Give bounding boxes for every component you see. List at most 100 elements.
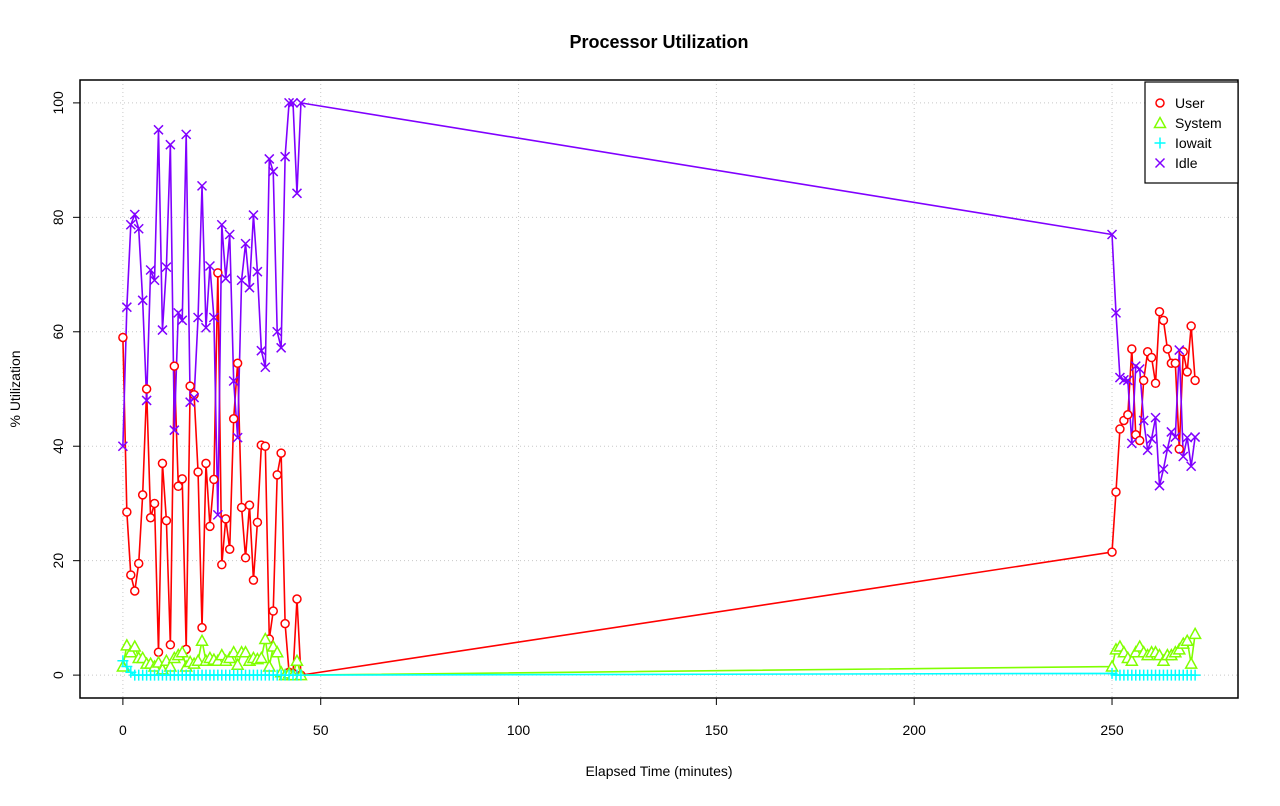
point bbox=[201, 458, 211, 469]
point bbox=[230, 657, 245, 671]
point bbox=[236, 502, 247, 513]
point bbox=[161, 515, 172, 526]
point bbox=[191, 653, 205, 667]
point bbox=[228, 414, 239, 424]
y-axis-label: % Utilization bbox=[7, 350, 23, 427]
point bbox=[1150, 378, 1161, 389]
point bbox=[175, 645, 190, 658]
point bbox=[193, 312, 204, 323]
point bbox=[169, 361, 180, 371]
point bbox=[276, 448, 286, 458]
point bbox=[264, 153, 275, 164]
legend-marker bbox=[1154, 137, 1166, 149]
point bbox=[1134, 363, 1145, 375]
point bbox=[1115, 424, 1125, 434]
point bbox=[276, 342, 287, 353]
point bbox=[141, 395, 152, 406]
point bbox=[1170, 358, 1181, 368]
point bbox=[1146, 352, 1157, 363]
point bbox=[1150, 412, 1161, 423]
point bbox=[221, 514, 231, 524]
point bbox=[1125, 653, 1139, 667]
x-tick-label: 250 bbox=[1100, 722, 1124, 738]
point bbox=[137, 295, 148, 306]
point bbox=[1178, 347, 1188, 357]
point bbox=[1134, 435, 1145, 446]
point bbox=[117, 655, 129, 667]
point bbox=[195, 633, 209, 647]
point bbox=[248, 210, 259, 221]
point bbox=[268, 606, 278, 616]
y-tick-label: 40 bbox=[50, 438, 66, 454]
point bbox=[121, 661, 133, 673]
chart-title: Processor Utilization bbox=[569, 32, 748, 52]
point bbox=[133, 223, 144, 234]
point bbox=[126, 570, 136, 580]
point bbox=[1146, 433, 1157, 444]
point bbox=[1126, 438, 1137, 449]
point bbox=[287, 97, 299, 108]
point bbox=[252, 266, 263, 277]
point bbox=[216, 219, 227, 230]
point bbox=[268, 166, 279, 177]
point bbox=[1107, 547, 1117, 557]
point bbox=[272, 470, 282, 480]
point bbox=[173, 481, 184, 492]
x-tick-label: 0 bbox=[119, 722, 127, 738]
point bbox=[173, 307, 184, 318]
point bbox=[137, 490, 148, 500]
point bbox=[1170, 432, 1181, 443]
point bbox=[238, 645, 253, 658]
point bbox=[145, 264, 156, 276]
point bbox=[244, 282, 255, 293]
point bbox=[258, 632, 273, 645]
point bbox=[240, 238, 251, 249]
point bbox=[291, 188, 303, 199]
point bbox=[1138, 375, 1149, 386]
point bbox=[118, 332, 128, 343]
point bbox=[295, 669, 307, 681]
point bbox=[157, 325, 168, 336]
legend-marker bbox=[1153, 115, 1167, 129]
legend-label: User bbox=[1175, 95, 1205, 111]
point bbox=[1180, 633, 1194, 647]
point bbox=[224, 229, 235, 240]
point bbox=[1123, 410, 1133, 420]
point bbox=[272, 326, 283, 337]
legend-label: Idle bbox=[1175, 155, 1198, 171]
x-tick-label: 150 bbox=[705, 722, 729, 738]
point bbox=[117, 441, 128, 452]
y-tick-label: 60 bbox=[50, 324, 66, 340]
point bbox=[295, 97, 306, 108]
point bbox=[220, 273, 231, 284]
point bbox=[1189, 669, 1201, 681]
point bbox=[1154, 307, 1165, 317]
point bbox=[260, 441, 271, 451]
point bbox=[226, 645, 241, 658]
point bbox=[280, 151, 291, 162]
point bbox=[165, 139, 176, 150]
point bbox=[1110, 307, 1122, 318]
point bbox=[228, 375, 239, 387]
point bbox=[1122, 375, 1133, 386]
y-tick-label: 0 bbox=[50, 671, 66, 679]
legend-marker bbox=[1154, 157, 1166, 169]
point bbox=[1178, 451, 1189, 462]
point bbox=[256, 345, 267, 356]
point bbox=[157, 458, 168, 469]
point bbox=[193, 467, 203, 477]
point bbox=[153, 647, 164, 657]
point bbox=[284, 97, 295, 108]
point bbox=[130, 586, 140, 596]
point bbox=[1190, 432, 1201, 443]
x-tick-label: 50 bbox=[313, 722, 329, 738]
point bbox=[1186, 461, 1197, 472]
point bbox=[1158, 315, 1169, 326]
point bbox=[212, 509, 223, 520]
point bbox=[252, 517, 263, 528]
point bbox=[125, 219, 136, 230]
point bbox=[236, 275, 247, 286]
point bbox=[1166, 426, 1177, 437]
x-tick-label: 200 bbox=[903, 722, 927, 738]
